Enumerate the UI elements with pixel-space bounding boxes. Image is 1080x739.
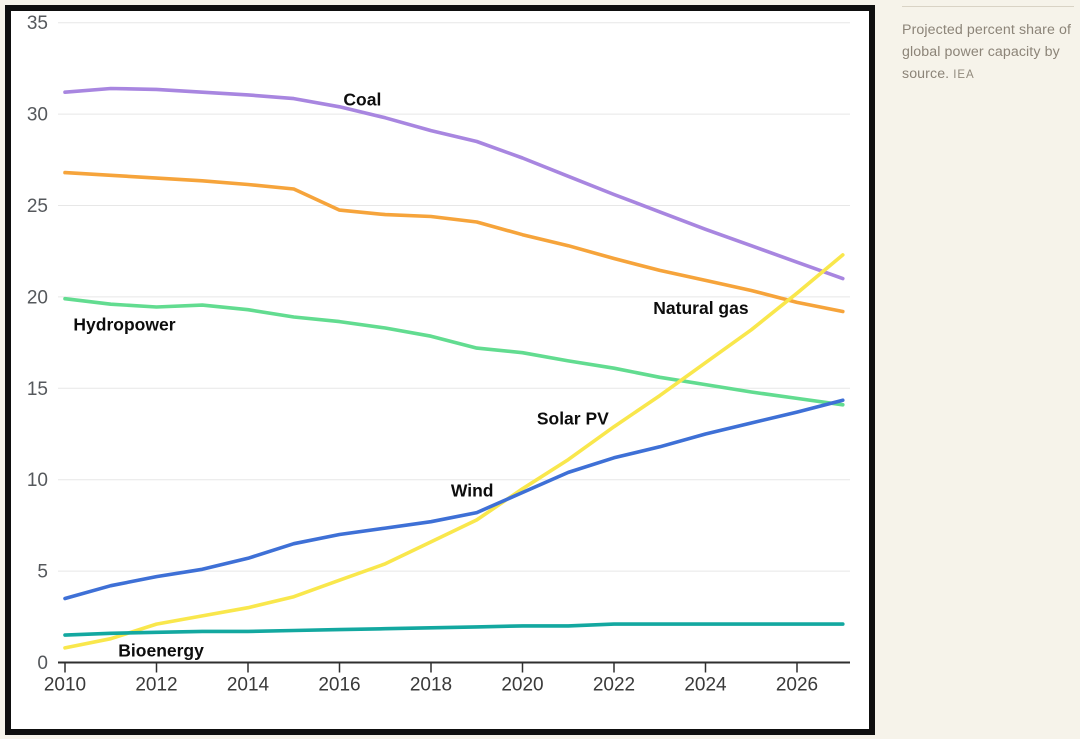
y-tick-label-5: 5 [37,562,48,583]
series-line-wind [63,398,845,601]
series-line-natural-gas [63,170,845,314]
chart-caption: Projected percent share of global power … [902,19,1074,85]
y-tick-label-30: 30 [27,105,48,126]
series-line-coal [63,86,845,281]
line-chart: 0 5 10 15 20 25 30 35 2010 2012 2014 2016 2018 2020 20… [27,13,850,696]
x-tick-label-2010: 2010 [44,675,86,696]
series-label-natural-gas: Natural gas [653,298,749,318]
series-label-coal: Coal [343,89,381,109]
series-label-hydropower: Hydropower [73,314,175,334]
y-tick-label-0: 0 [37,653,48,674]
y-tick-label-20: 20 [27,287,48,308]
caption-source: IEA [953,69,975,81]
series-line-hydropower [63,296,845,407]
x-tick-label-2012: 2012 [135,675,177,696]
x-tick-label-2020: 2020 [501,675,543,696]
caption-text: Projected percent share of global power … [902,22,1072,82]
x-tick-label-2024: 2024 [684,675,727,696]
y-tick-label-15: 15 [27,379,48,400]
series-line-bioenergy [63,622,845,637]
series-label-solar-pv: Solar PV [537,408,609,428]
x-tick-label-2022: 2022 [593,675,635,696]
series-line-solar-pv [63,253,845,650]
x-tick-label-2018: 2018 [410,675,452,696]
x-tick-label-2026: 2026 [776,675,818,696]
x-tick-label-2014: 2014 [227,675,270,696]
series-label-wind: Wind [451,481,494,501]
series-label-bioenergy: Bioenergy [118,641,204,661]
y-tick-label-25: 25 [27,196,48,217]
x-tick-label-2016: 2016 [318,675,360,696]
y-tick-label-10: 10 [27,470,48,491]
caption-sidebar: Projected percent share of global power … [902,6,1074,85]
caption-divider [902,6,1074,7]
chart-card: 0 5 10 15 20 25 30 35 2010 2012 2014 2016 2018 2020 20… [5,5,875,735]
y-tick-label-35: 35 [27,13,48,34]
